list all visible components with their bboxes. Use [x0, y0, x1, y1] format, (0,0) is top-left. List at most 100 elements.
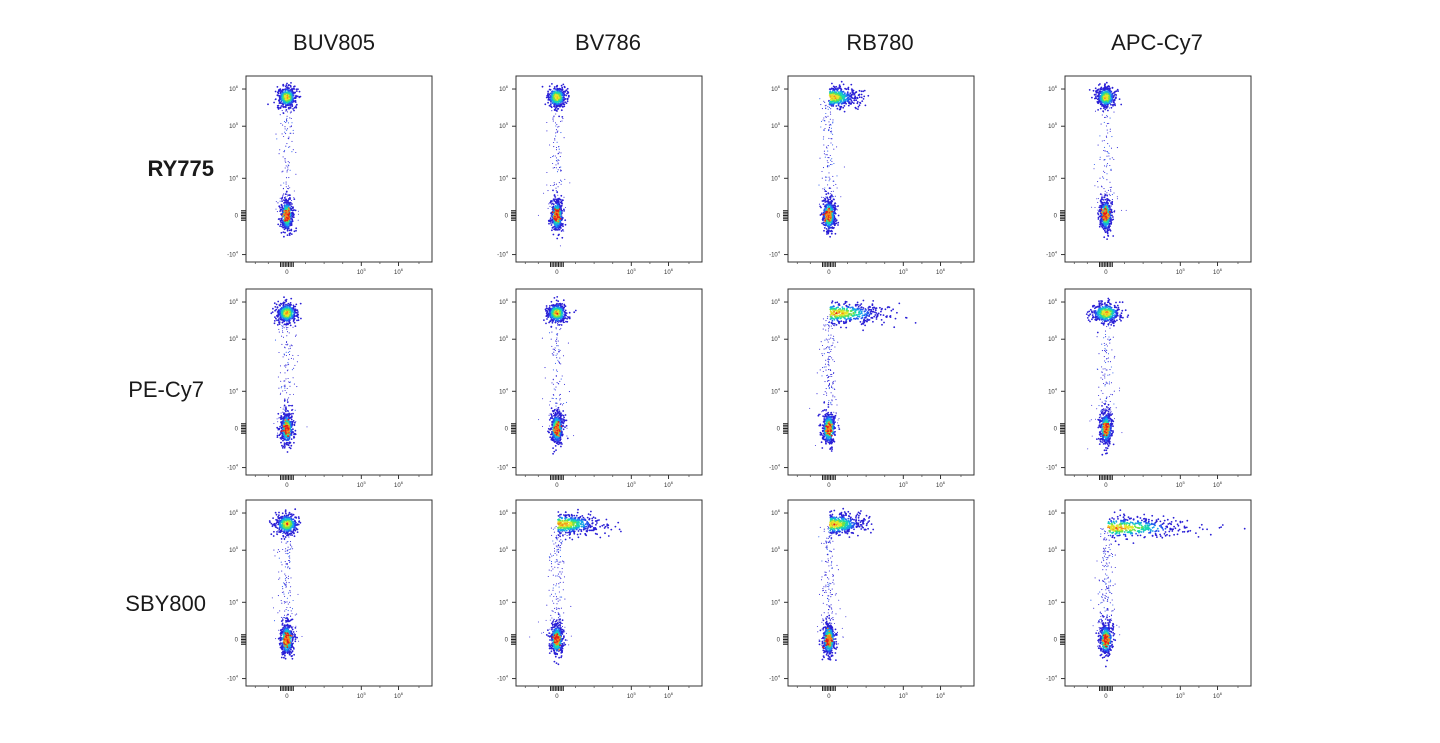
event-dot [291, 215, 294, 218]
event-dot [295, 229, 297, 232]
event-dot [555, 129, 558, 131]
event-dot [275, 201, 277, 203]
event-dot [1108, 205, 1111, 207]
event-dot [560, 202, 563, 205]
event-dot [555, 97, 557, 100]
event-dot [850, 94, 853, 96]
event-dot [560, 169, 562, 171]
event-dot [556, 131, 558, 133]
event-dot [1103, 140, 1105, 142]
event-dot [558, 125, 560, 127]
event-dot [833, 219, 836, 221]
event-dot [283, 323, 286, 326]
event-dot [565, 102, 568, 104]
event-dot [555, 146, 558, 149]
event-dot [1109, 187, 1111, 188]
event-dot [829, 235, 831, 238]
event-dot [283, 213, 286, 215]
event-dot [832, 180, 834, 182]
event-dot [828, 221, 831, 224]
event-dot [1114, 209, 1116, 211]
event-dot [832, 190, 834, 192]
event-dot [828, 180, 830, 182]
event-dot [1100, 217, 1103, 220]
y-tick-label: 0 [505, 214, 509, 220]
event-dot [829, 90, 832, 93]
event-dot [862, 98, 865, 100]
event-dot [828, 99, 830, 101]
event-dot [537, 214, 539, 216]
event-dot [822, 221, 825, 224]
event-dot [553, 182, 555, 184]
event-dot [1103, 188, 1105, 190]
event-dot [832, 99, 835, 102]
event-dot [850, 99, 853, 102]
event-dot [285, 354, 287, 357]
event-dot [1101, 220, 1104, 223]
event-dot [274, 316, 276, 318]
event-dot [559, 217, 562, 220]
event-dot [826, 176, 828, 178]
event-dot [1110, 202, 1113, 204]
event-dot [279, 90, 282, 92]
event-dot [555, 135, 557, 137]
event-dot [560, 200, 563, 203]
event-dot [550, 98, 553, 101]
event-dot [551, 202, 554, 205]
event-dot [867, 94, 870, 97]
event-dot [1102, 176, 1104, 178]
event-dot [827, 108, 829, 110]
event-dot [294, 209, 297, 212]
event-dot [1097, 186, 1099, 188]
event-dot [287, 398, 289, 400]
event-dot [295, 94, 297, 97]
event-dot [554, 208, 556, 211]
event-dot [295, 88, 298, 91]
event-dot [829, 212, 832, 215]
event-dot [554, 106, 556, 108]
event-dot [562, 217, 564, 219]
event-dot [541, 85, 544, 88]
event-dot [284, 208, 287, 210]
event-dot [1125, 209, 1127, 211]
event-dot [1103, 101, 1105, 103]
event-dot [830, 131, 832, 133]
event-dot [840, 94, 843, 97]
event-dot [1109, 212, 1111, 215]
event-dot [839, 98, 841, 100]
event-dot [1111, 86, 1114, 89]
event-dot [830, 224, 832, 227]
event-dot [286, 228, 289, 231]
event-dot [287, 146, 290, 148]
event-dot [286, 331, 289, 333]
event-dot [554, 198, 556, 201]
event-dot [297, 354, 299, 357]
event-dot [286, 212, 289, 214]
event-dot [273, 101, 275, 104]
event-dot [825, 108, 827, 110]
y-tick-label: -104 [497, 250, 509, 259]
row-label-ry775: RY775 [147, 156, 214, 181]
event-dot [288, 234, 291, 237]
event-dot [564, 90, 567, 93]
event-dot [556, 92, 558, 94]
event-dot [281, 309, 284, 312]
event-dot [858, 93, 861, 96]
event-dot [555, 125, 557, 127]
event-dot [279, 223, 282, 226]
event-dot [556, 110, 558, 112]
event-dot [287, 84, 290, 87]
event-dot [1105, 135, 1107, 137]
event-dot [556, 226, 559, 229]
event-dot [557, 162, 559, 164]
event-dot [547, 97, 550, 99]
plot-frame [245, 288, 433, 476]
event-dot [554, 138, 556, 140]
event-dot [277, 432, 279, 434]
event-dot [550, 105, 552, 107]
event-dot [1109, 181, 1111, 183]
event-dot [825, 112, 827, 115]
event-dot [291, 151, 293, 153]
event-dot [289, 169, 291, 171]
